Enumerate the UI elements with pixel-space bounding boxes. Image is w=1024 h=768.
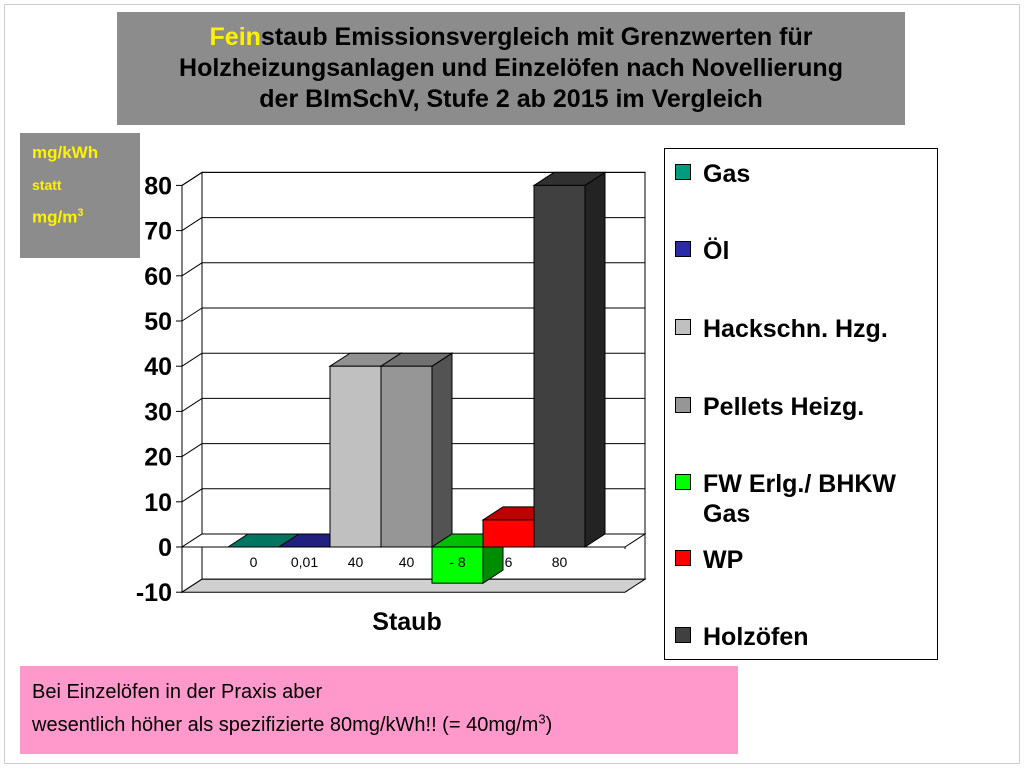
- unit-line-3-base: mg/m: [32, 207, 78, 227]
- bar-4: [380, 365, 433, 548]
- gridline-side: [181, 262, 203, 277]
- legend-label: Pellets Heizg.: [703, 393, 865, 421]
- legend-item: Holzöfen: [675, 622, 938, 652]
- title-line-1-rest: staub Emissionsvergleich mit Grenzwerten…: [260, 23, 813, 51]
- legend-swatch: [675, 474, 691, 490]
- bar-4-side: [431, 352, 453, 548]
- legend-label: Öl: [703, 237, 730, 265]
- legend-item: Pellets Heizg.: [675, 392, 938, 422]
- y-tick-label: 50: [144, 308, 172, 336]
- gridline-side: [181, 217, 203, 232]
- legend-item: WP: [675, 545, 938, 575]
- y-tick-label: 20: [144, 444, 172, 472]
- title-line-1: Feinstaub Emissionsvergleich mit Grenzwe…: [210, 22, 813, 53]
- legend-label: FW Erlg./ BHKW Gas: [703, 470, 897, 528]
- title-highlight: Fein: [209, 23, 261, 51]
- legend-swatch: [675, 319, 691, 335]
- gridline-side: [181, 443, 203, 458]
- bar-5: [431, 546, 484, 584]
- title-line-3: der BImSchV, Stufe 2 ab 2015 im Vergleic…: [259, 85, 763, 113]
- gridline-side: [181, 397, 203, 412]
- legend-item: Gas: [675, 159, 938, 189]
- y-tick-label: 10: [144, 489, 172, 517]
- note-box: Bei Einzelöfen in der Praxis aber wesent…: [20, 666, 738, 754]
- legend-item: Öl: [675, 236, 938, 266]
- data-label: 0: [250, 554, 258, 570]
- legend-swatch: [675, 627, 691, 643]
- legend-swatch: [675, 241, 691, 257]
- y-tick-label: 30: [144, 398, 172, 426]
- bar-7-side: [584, 171, 606, 548]
- legend: Gas Öl Hackschn. Hzg. Pellets Heizg. FW Erlg…: [664, 148, 938, 660]
- legend-swatch: [675, 397, 691, 413]
- legend-swatch: [675, 164, 691, 180]
- data-label: 6: [505, 554, 513, 570]
- side-wall: [181, 171, 203, 594]
- unit-line-3: mg/m3: [32, 207, 140, 228]
- gridline-side: [181, 307, 203, 322]
- x-axis-label: Staub: [372, 608, 441, 636]
- unit-line-3-sup: 3: [77, 207, 84, 219]
- data-label: 80: [552, 554, 568, 570]
- unit-box: mg/kWh statt mg/m3: [20, 133, 140, 258]
- floor-plane: [180, 578, 647, 593]
- y-tick-label: 70: [144, 218, 172, 246]
- y-tick-label: -10: [136, 579, 172, 607]
- bar-3: [329, 365, 382, 548]
- note-line-2: wesentlich höher als spezifizierte 80mg/…: [32, 709, 738, 742]
- bar-6: [482, 519, 535, 548]
- note-line-2-end: ): [545, 714, 553, 736]
- legend-label: WP: [703, 546, 744, 574]
- data-label: - 8: [449, 554, 466, 570]
- legend-item: Hackschn. Hzg.: [675, 314, 938, 344]
- gridline-side: [181, 352, 203, 367]
- gridline-side: [181, 488, 203, 503]
- legend-label: Hackschn. Hzg.: [703, 315, 888, 343]
- y-tick-label: 40: [144, 353, 172, 381]
- data-label: 0,01: [291, 554, 318, 570]
- unit-line-2: statt: [32, 177, 62, 193]
- gridline-side: [181, 171, 203, 186]
- legend-swatch: [675, 550, 691, 566]
- y-tick-label: 0: [158, 534, 172, 562]
- note-line-1: Bei Einzelöfen in der Praxis aber: [32, 681, 323, 703]
- note-line-2-base: wesentlich höher als spezifizierte 80mg/…: [32, 714, 539, 736]
- chart-title: Feinstaub Emissionsvergleich mit Grenzwe…: [117, 12, 905, 125]
- unit-line-1: mg/kWh: [32, 143, 99, 162]
- title-line-2: Holzheizungsanlagen und Einzelöfen nach …: [179, 54, 843, 82]
- data-label: 40: [399, 554, 415, 570]
- legend-item: FW Erlg./ BHKW Gas: [675, 469, 938, 529]
- y-tick-label: 60: [144, 263, 172, 291]
- legend-label: Holzöfen: [703, 623, 809, 651]
- data-label: 40: [348, 554, 364, 570]
- y-tick-label: 80: [144, 172, 172, 200]
- legend-label: Gas: [703, 160, 751, 188]
- bar-7: [533, 184, 586, 548]
- note-line-2-sup: 3: [538, 711, 546, 727]
- slide-frame: [4, 4, 1020, 764]
